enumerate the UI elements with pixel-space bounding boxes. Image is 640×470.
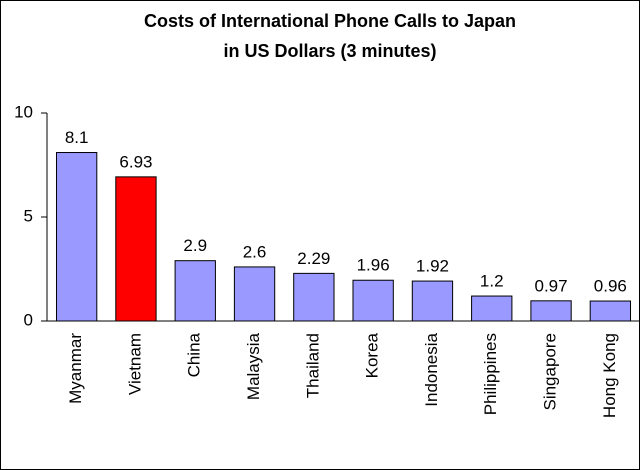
bar xyxy=(115,176,157,322)
x-tick-label: Myanmar xyxy=(66,333,85,404)
x-tick-label: Hong Kong xyxy=(600,333,619,418)
bar xyxy=(589,300,632,322)
x-tick-label: Philippines xyxy=(481,333,500,415)
bar xyxy=(352,279,394,322)
bar xyxy=(55,152,98,322)
y-tick-label: 5 xyxy=(24,206,33,225)
data-label: 1.2 xyxy=(480,272,504,291)
x-tick-label: Indonesia xyxy=(422,332,441,406)
chart-title: in US Dollars (3 minutes) xyxy=(223,41,436,61)
x-tick-label: Vietnam xyxy=(125,333,144,395)
data-label: 0.96 xyxy=(594,277,627,296)
x-tick-label: China xyxy=(185,332,204,377)
bar xyxy=(530,300,572,322)
bar xyxy=(471,295,513,322)
data-label: 2.9 xyxy=(183,236,207,255)
y-tick-label: 0 xyxy=(24,310,33,329)
data-label: 1.92 xyxy=(416,257,449,276)
data-label: 8.1 xyxy=(65,128,89,147)
x-tick-label: Korea xyxy=(363,332,382,378)
data-label: 2.29 xyxy=(297,249,330,268)
data-label: 2.6 xyxy=(243,242,267,261)
chart-title: Costs of International Phone Calls to Ja… xyxy=(144,11,516,31)
bar xyxy=(233,266,276,322)
x-tick-label: Singapore xyxy=(541,333,560,411)
bar xyxy=(293,272,335,322)
data-label: 6.93 xyxy=(119,152,152,171)
data-label: 1.96 xyxy=(357,256,390,275)
data-label: 0.97 xyxy=(535,276,568,295)
bar xyxy=(174,260,216,322)
bar xyxy=(411,280,454,322)
x-tick-label: Thailand xyxy=(303,333,322,398)
y-tick-label: 10 xyxy=(14,102,33,121)
x-tick-label: Malaysia xyxy=(244,332,263,400)
